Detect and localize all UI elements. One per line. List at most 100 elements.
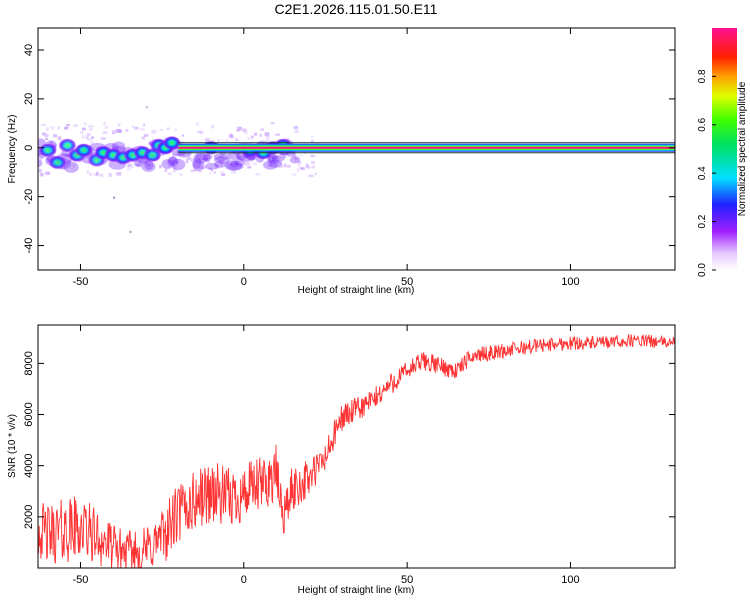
energy-patch [262,160,278,170]
noise-speck [146,163,151,167]
noise-speck [209,172,212,175]
noise-speck [198,169,203,174]
noise-speck [292,154,297,159]
y-tick-label: -20 [23,189,35,205]
energy-patch [192,159,205,172]
noise-speck [211,124,215,129]
noise-speck [65,125,69,129]
noise-speck [247,166,252,169]
noise-speck [112,130,116,135]
noise-speck [310,139,314,144]
noise-speck [264,132,270,137]
colorbar-tick-label: 0.4 [697,166,708,180]
noise-speck [125,129,129,132]
noise-speck [306,166,311,169]
noise-speck [314,172,318,175]
noise-speck [45,171,51,175]
noise-speck [247,137,250,140]
noise-speck [173,168,177,173]
noise-speck [116,172,122,176]
noise-speck [113,196,116,199]
noise-speck [215,164,220,169]
noise-speck [164,168,168,173]
energy-patch [195,153,213,161]
noise-speck [88,125,94,128]
noise-speck [196,130,202,133]
noise-speck [93,173,98,177]
noise-speck [127,160,133,164]
noise-speck [81,127,86,131]
energy-patch [192,157,202,169]
noise-speck [303,150,307,154]
noise-speck [129,230,132,233]
energy-patch [227,151,241,160]
energy-patch [214,160,227,168]
x-tick-label: 50 [401,276,413,288]
energy-blob [38,143,57,158]
energy-blob [58,138,77,153]
noise-speck [235,138,239,142]
noise-speck [283,154,287,158]
noise-speck [66,123,70,126]
spectrogram-ylabel: Frequency (Hz) [7,115,18,184]
noise-speck [220,171,225,175]
noise-speck [233,161,237,164]
noise-speck [137,165,143,168]
noise-speck [244,130,248,135]
noise-speck [311,161,315,164]
noise-speck [57,126,61,130]
energy-patch [144,159,154,170]
noise-speck [291,173,297,176]
noise-speck [213,171,216,174]
noise-speck [83,122,88,126]
noise-speck [253,132,258,136]
noise-speck [108,173,112,177]
noise-speck [53,134,58,138]
noise-speck [103,122,106,125]
noise-speck [68,160,71,163]
noise-speck [278,160,282,165]
energy-patch [229,160,239,168]
noise-speck [45,138,49,141]
noise-speck [41,123,46,127]
noise-speck [199,154,202,158]
noise-speck [293,125,298,129]
noise-speck [191,169,196,172]
y-tick-label: 8000 [23,351,35,375]
energy-patch [204,162,219,170]
noise-speck [179,173,183,176]
energy-patch [63,161,79,173]
noise-speck [300,167,304,170]
noise-speck [182,152,186,157]
noise-speck [50,126,55,130]
energy-patch [289,156,301,164]
noise-speck [297,164,301,168]
noise-speck [218,154,223,158]
noise-speck [62,154,66,159]
noise-speck [88,138,93,141]
noise-speck [172,160,175,164]
noise-speck [311,135,314,138]
noise-speck [140,127,145,132]
noise-speck [58,136,62,141]
noise-speck [85,135,89,140]
noise-speck [95,171,99,176]
noise-speck [104,125,109,130]
colorbar-label: Normalized spectral amplitude [737,81,748,216]
noise-speck [236,154,240,159]
x-tick-label: 50 [401,574,413,586]
noise-speck [231,169,237,174]
noise-speck [243,161,249,166]
colorbar-ticks: 0.0 0.2 0.4 0.6 0.8 [697,69,716,277]
noise-speck [166,160,170,164]
noise-speck [310,154,315,157]
noise-speck [141,136,146,140]
energy-patch [141,161,156,172]
noise-speck [230,133,233,137]
energy-patch [161,158,174,170]
noise-speck [203,158,208,161]
noise-speck [134,126,139,130]
noise-speck [132,164,135,169]
energy-patch [271,155,285,162]
